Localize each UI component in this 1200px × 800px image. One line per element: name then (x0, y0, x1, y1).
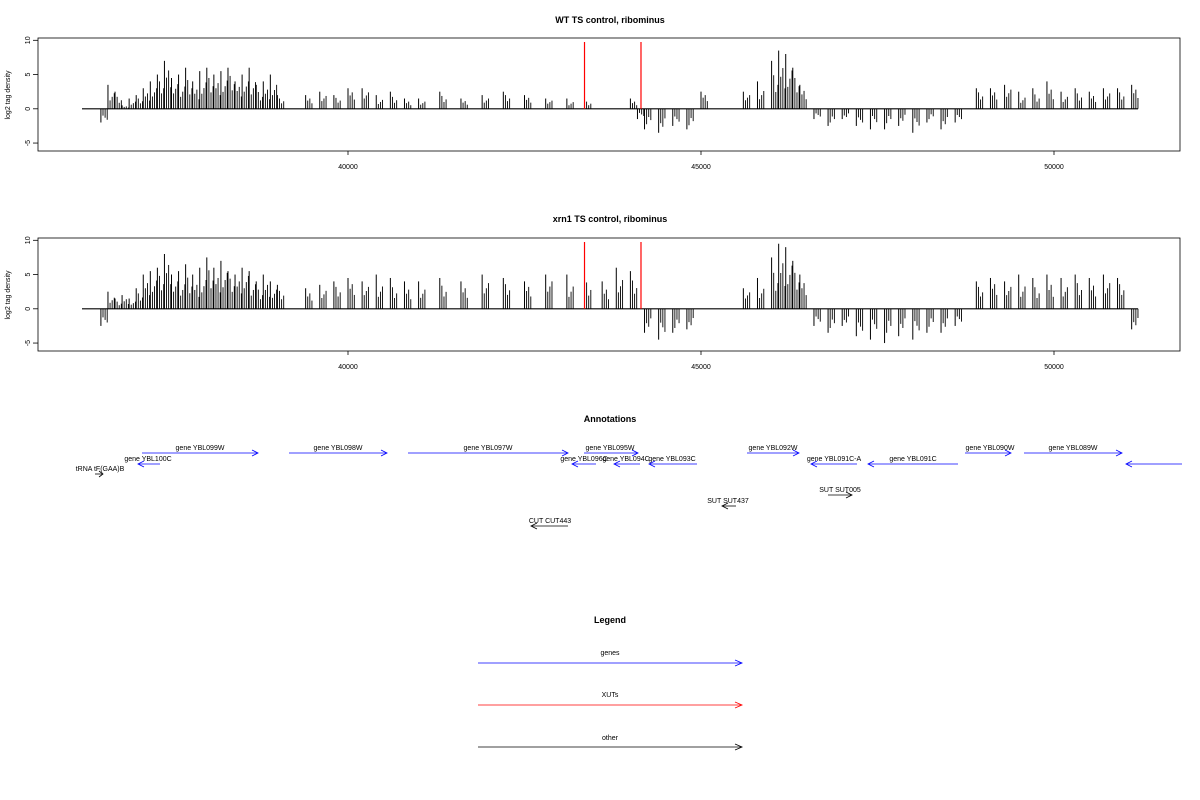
annotation-label: CUT CUT443 (529, 518, 571, 525)
x-axis: 40000 45000 50000 (338, 351, 1064, 371)
track-panel-xrn1: xrn1 TS control, ribominus log2 tag dens… (5, 214, 1181, 371)
y-tick-label: -5 (25, 340, 32, 346)
y-tick-label: 0 (25, 307, 32, 311)
legend-title: Legend (594, 615, 626, 625)
annotation-label: gene YBL097W (464, 445, 513, 452)
y-tick-label: 0 (25, 107, 32, 111)
data-bars (100, 50, 1139, 133)
annotation-gene-YBL092W: gene YBL092W (747, 445, 800, 457)
annotation-label: gene YBL093C (648, 456, 695, 463)
x-tick-label: 45000 (691, 364, 711, 371)
annotation-gene-YBL096C: gene YBL096C (560, 456, 608, 468)
panel-title: WT TS control, ribominus (555, 15, 665, 25)
x-tick-label: 40000 (338, 364, 358, 371)
y-tick-label: -5 (25, 140, 32, 146)
x-tick-label: 40000 (338, 164, 358, 171)
track-panel-wt: WT TS control, ribominus log2 tag densit… (5, 15, 1181, 171)
annotation-label: gene YBL089W (1049, 445, 1098, 452)
y-tick-label: 5 (25, 73, 32, 77)
annotation-label: gene YBL090W (966, 445, 1015, 452)
annotation-gene-YBL090W: gene YBL090W (965, 445, 1015, 457)
annotation-sut437: SUT SUT437 (707, 498, 749, 510)
y-axis: -5 0 5 10 (25, 236, 38, 346)
legend-item-genes: genes (478, 650, 744, 667)
panel-title: xrn1 TS control, ribominus (553, 214, 668, 224)
y-axis-label: log2 tag density (5, 270, 12, 320)
annotation-gene-YBL091C-A: gene YBL091C-A (807, 456, 862, 468)
region-markers (583, 242, 642, 309)
annotation-gene-YBL097W: gene YBL097W (408, 445, 569, 457)
y-tick-label: 10 (25, 36, 32, 44)
annotation-label: SUT SUT437 (707, 498, 749, 505)
annotation-label: gene YBL095W (586, 445, 635, 452)
x-tick-label: 50000 (1044, 164, 1064, 171)
y-tick-label: 5 (25, 273, 32, 277)
annotation-label: gene YBL091C (889, 456, 936, 463)
annotation-label: SUT SUT005 (819, 487, 861, 494)
plot-frame (37, 237, 1181, 352)
region-markers (583, 42, 642, 109)
y-axis: -5 0 5 10 (25, 36, 38, 146)
annotation-gene-YBL098W: gene YBL098W (289, 445, 388, 457)
annotation-gene-YBL093C: gene YBL093C (648, 456, 697, 468)
annotation-trna: tRNA tF(GAA)B (76, 466, 125, 478)
legend-label: genes (600, 650, 620, 657)
annotation-label: tRNA tF(GAA)B (76, 466, 125, 473)
annotations-title: Annotations (584, 414, 637, 424)
legend: Legend genes XUTs other (478, 615, 744, 751)
annotation-label: gene YBL096C (560, 456, 607, 463)
annotation-label: gene YBL099W (176, 445, 225, 452)
annotation-label: gene YBL100C (124, 456, 171, 463)
data-bars (100, 243, 1139, 344)
x-tick-label: 45000 (691, 164, 711, 171)
annotation-gene-YBL094C: gene YBL094C (602, 456, 650, 468)
legend-label: XUTs (602, 692, 619, 699)
annotation-gene-YBL100C: gene YBL100C (124, 456, 172, 468)
x-axis: 40000 45000 50000 (338, 151, 1064, 171)
annotation-gene-YBL089W: gene YBL089W (1024, 445, 1123, 457)
annotation-sut005: SUT SUT005 (819, 487, 861, 499)
annotation-label: gene YBL094C (602, 456, 649, 463)
annotation-label: gene YBL092W (749, 445, 798, 452)
annotations-track: Annotations gene YBL099W gene YBL100C ge… (76, 414, 1182, 530)
plot-frame (37, 37, 1181, 152)
legend-label: other (602, 735, 619, 742)
y-tick-label: 10 (25, 236, 32, 244)
annotation-gene-edge (1125, 460, 1182, 468)
annotation-label: gene YBL091C-A (807, 456, 862, 463)
y-axis-label: log2 tag density (5, 70, 12, 120)
annotation-gene-YBL091C: gene YBL091C (867, 456, 958, 468)
legend-item-other: other (478, 735, 744, 751)
legend-item-xuts: XUTs (478, 692, 744, 709)
annotation-gene-YBL095W: gene YBL095W (584, 445, 639, 457)
x-tick-label: 50000 (1044, 364, 1064, 371)
annotation-gene-YBL099W: gene YBL099W (142, 445, 259, 457)
annotation-cut443: CUT CUT443 (529, 518, 571, 530)
annotation-label: gene YBL098W (314, 445, 363, 452)
